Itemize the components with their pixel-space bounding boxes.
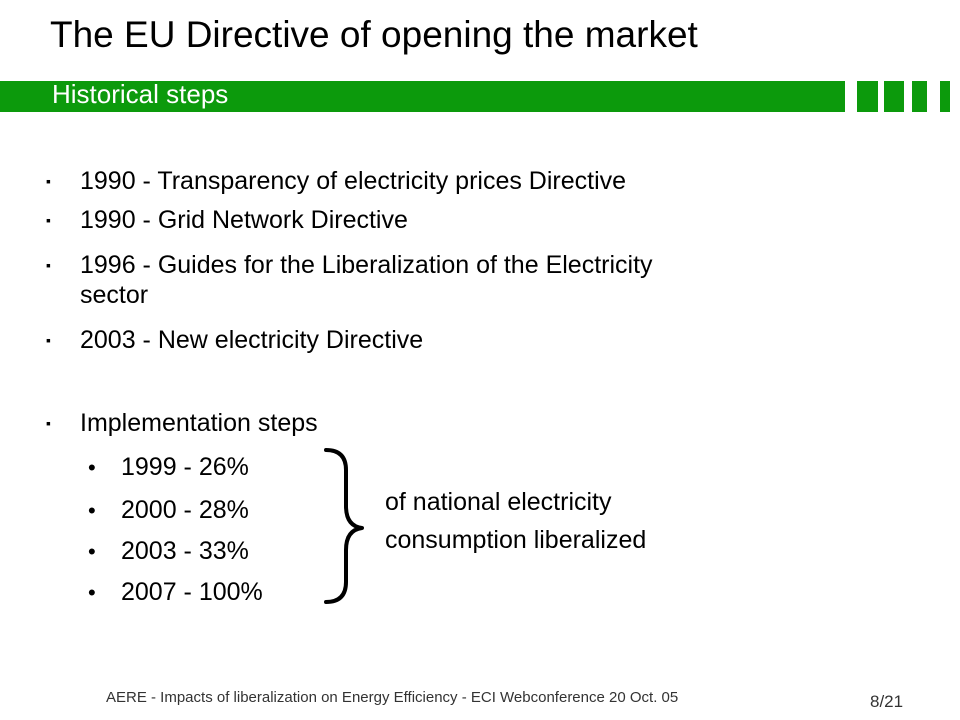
slide-subtitle: Historical steps [52,79,229,109]
implementation-step: 2007 - 100% [121,578,263,606]
bullet-item: 1996 - Guides for the Liberalization of … [80,251,653,279]
page-number: 8/21 [870,692,904,711]
band-block-3 [912,81,927,112]
bullet-marker: ▪ [46,332,51,348]
right-brace-icon [324,448,364,604]
slide-title: The EU Directive of opening the market [50,14,698,55]
footer-text: AERE - Impacts of liberalization on Ener… [106,689,679,706]
bullet-marker: ▪ [46,257,51,273]
band-block-2 [884,81,904,112]
bullet-marker: ▪ [46,173,51,189]
brace-note-line: consumption liberalized [385,526,647,554]
sub-bullet-marker: • [88,580,96,605]
sub-bullet-marker: • [88,455,96,480]
sub-bullet-marker: • [88,539,96,564]
header-band [0,81,845,112]
bullet-item: Implementation steps [80,409,318,437]
implementation-step: 1999 - 26% [121,453,249,481]
bullet-item: 1990 - Grid Network Directive [80,206,408,234]
bullet-marker: ▪ [46,415,51,431]
sub-bullet-marker: • [88,498,96,523]
implementation-step: 2003 - 33% [121,537,249,565]
band-block-4 [940,81,950,112]
bullet-item: 1990 - Transparency of electricity price… [80,167,627,195]
implementation-step: 2000 - 28% [121,496,249,524]
bullet-item-continued: sector [80,281,149,309]
bullet-item: 2003 - New electricity Directive [80,326,424,354]
bullet-marker: ▪ [46,212,51,228]
brace-note-line: of national electricity [385,488,612,516]
band-block-1 [857,81,878,112]
